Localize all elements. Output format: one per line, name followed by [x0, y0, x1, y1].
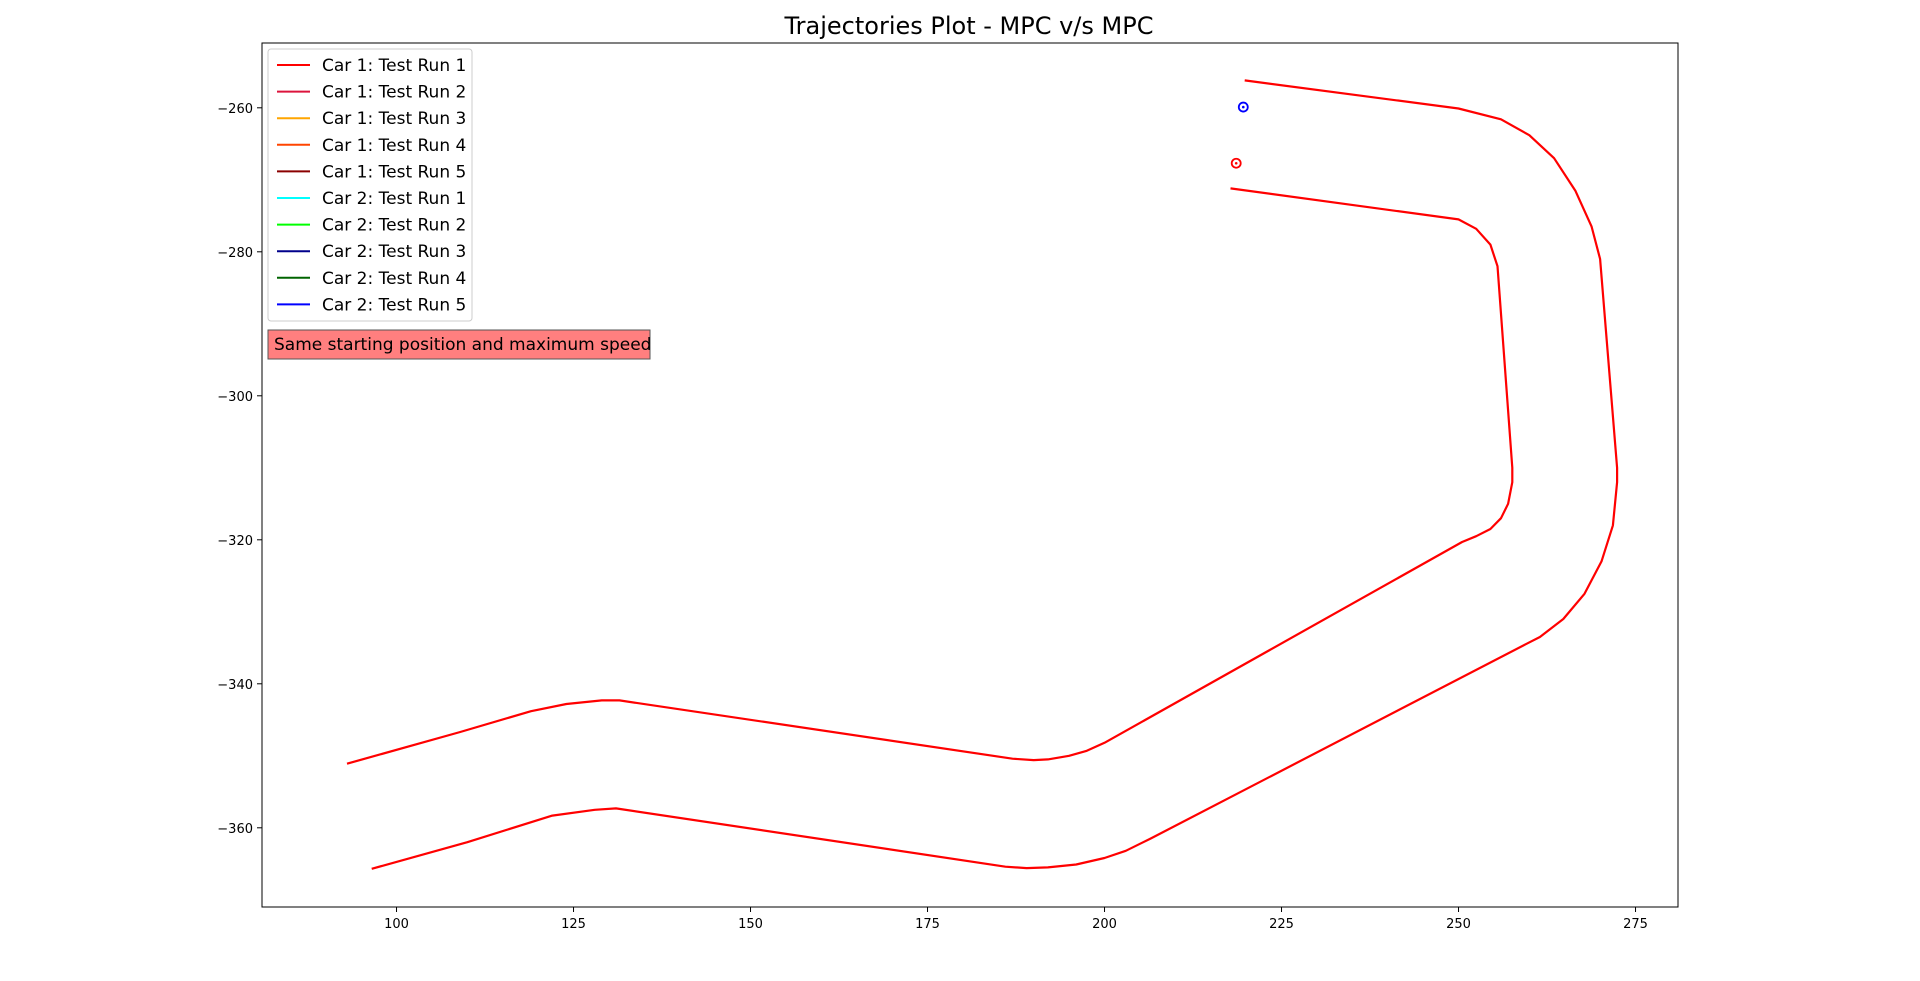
annotation-box: [267, 329, 651, 360]
start-marker-2: [1237, 101, 1249, 113]
legend-label: Car 2: Test Run 3: [322, 242, 466, 262]
plot-area: [346, 79, 1619, 870]
legend-label: Car 1: Test Run 3: [322, 109, 466, 129]
legend-box: [267, 48, 473, 322]
x-tick-label: 125: [561, 917, 586, 932]
legend-label: Car 2: Test Run 2: [322, 216, 466, 236]
start-marker-1: [1230, 157, 1242, 169]
y-tick-label: −280: [217, 246, 253, 261]
track-boundary-inner: [346, 187, 1514, 765]
legend-label: Car 1: Test Run 4: [322, 136, 466, 156]
x-tick-label: 275: [1623, 917, 1648, 932]
y-tick-label: −340: [217, 678, 253, 693]
y-tick-label: −260: [217, 102, 253, 117]
x-tick-label: 175: [915, 917, 940, 932]
x-tick-label: 100: [384, 917, 409, 932]
legend-label: Car 2: Test Run 1: [322, 189, 466, 209]
y-tick-label: −360: [217, 822, 253, 837]
axes-frame: [261, 42, 1679, 908]
x-tick-label: 250: [1446, 917, 1471, 932]
x-tick-label: 225: [1269, 917, 1294, 932]
legend-label: Car 2: Test Run 4: [322, 269, 466, 289]
axes: 100 125 150 175 200 225 250 275 −260 −280 −300 −320…: [217, 42, 1679, 932]
track-boundary-outer: [371, 79, 1619, 870]
legend-label: Car 1: Test Run 5: [322, 162, 466, 182]
legend-label: Car 2: Test Run 5: [322, 295, 466, 315]
x-tick-label: 200: [1092, 917, 1117, 932]
start-marker-dot-2: [1241, 105, 1245, 109]
legend: Car 1: Test Run 1 Car 1: Test Run 2 Car 1:…: [267, 48, 473, 322]
chart-title: Trajectories Plot - MPC v/s MPC: [784, 12, 1154, 40]
annotation-text: Same starting position and maximum speed: [274, 335, 651, 355]
legend-label: Car 1: Test Run 2: [322, 83, 466, 103]
y-tick-label: −320: [217, 534, 253, 549]
annotation: Same starting position and maximum speed: [267, 329, 651, 360]
x-tick-label: 150: [738, 917, 763, 932]
legend-label: Car 1: Test Run 1: [322, 56, 466, 76]
start-marker-dot-1: [1234, 161, 1238, 165]
y-tick-label: −300: [217, 390, 253, 405]
